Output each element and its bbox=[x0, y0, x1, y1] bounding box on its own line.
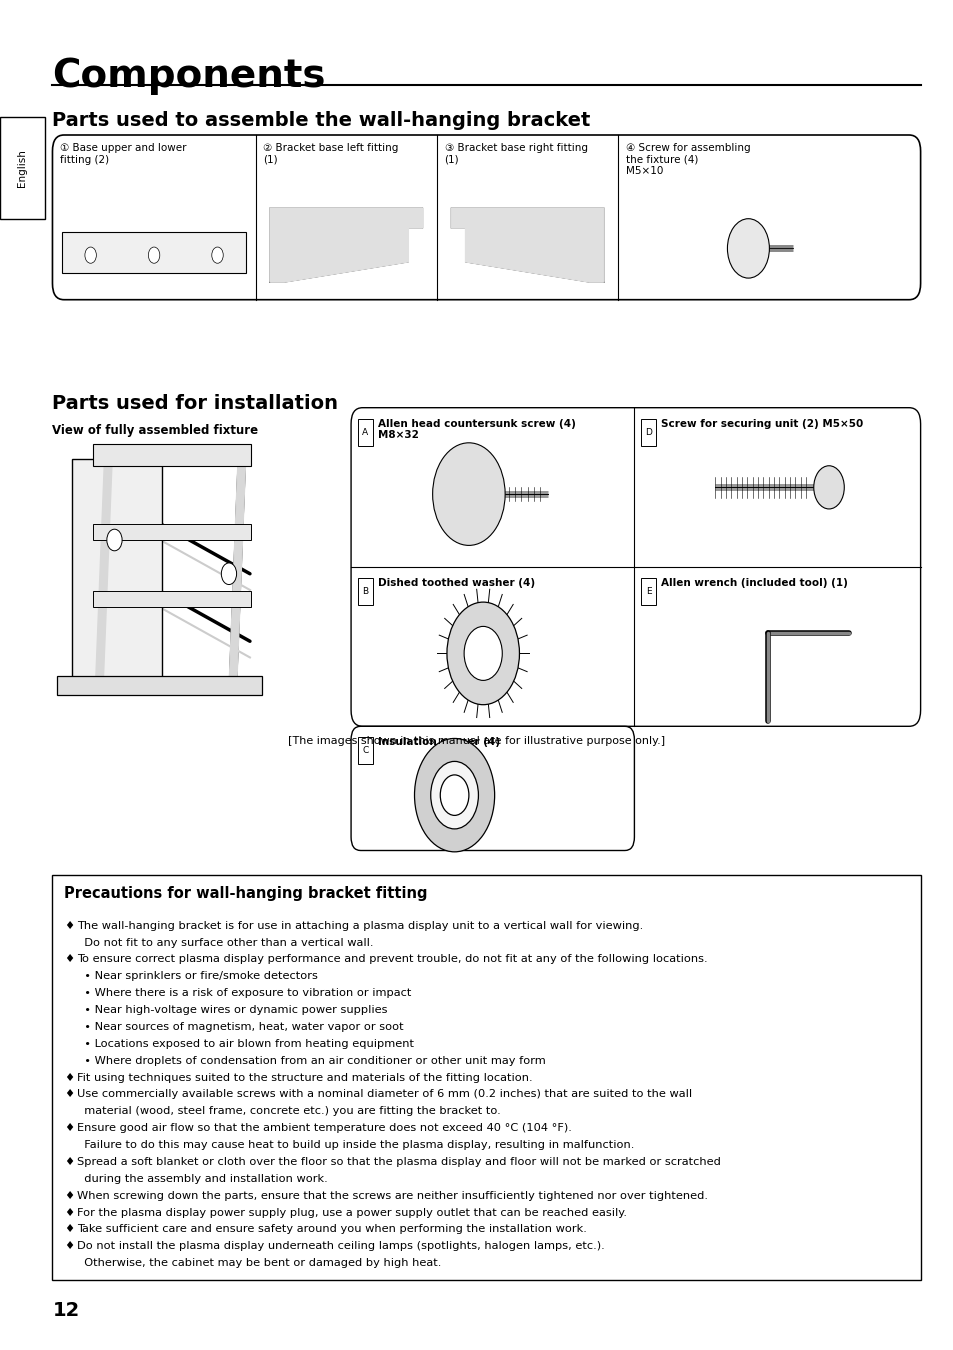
Circle shape bbox=[414, 738, 494, 852]
Text: Screw for securing unit (2) M5×50: Screw for securing unit (2) M5×50 bbox=[660, 418, 862, 428]
Text: Fit using techniques suited to the structure and materials of the fitting locati: Fit using techniques suited to the struc… bbox=[77, 1072, 533, 1083]
Text: Allen head countersunk screw (4)
M8×32: Allen head countersunk screw (4) M8×32 bbox=[377, 418, 575, 440]
Text: • Near high-voltage wires or dynamic power supplies: • Near high-voltage wires or dynamic pow… bbox=[77, 1004, 387, 1015]
Text: Parts used for installation: Parts used for installation bbox=[52, 394, 338, 413]
Polygon shape bbox=[95, 448, 112, 688]
Text: ① Base upper and lower
fitting (2): ① Base upper and lower fitting (2) bbox=[60, 143, 187, 165]
Bar bbox=[62, 232, 246, 273]
Text: Do not fit to any surface other than a vertical wall.: Do not fit to any surface other than a v… bbox=[77, 938, 374, 948]
Text: ♦: ♦ bbox=[64, 1157, 74, 1166]
Text: Dished toothed washer (4): Dished toothed washer (4) bbox=[377, 578, 535, 587]
Text: • Locations exposed to air blown from heating equipment: • Locations exposed to air blown from he… bbox=[77, 1040, 414, 1049]
Circle shape bbox=[221, 563, 236, 585]
Text: Ensure good air flow so that the ambient temperature does not exceed 40 °C (104 : Ensure good air flow so that the ambient… bbox=[77, 1123, 572, 1133]
Bar bbox=[357, 737, 373, 764]
Text: [The images shown in this manual are for illustrative purpose only.]: [The images shown in this manual are for… bbox=[288, 736, 665, 745]
Polygon shape bbox=[451, 208, 603, 282]
Text: Use commercially available screws with a nominal diameter of 6 mm (0.2 inches) t: Use commercially available screws with a… bbox=[77, 1089, 692, 1099]
Text: • Where there is a risk of exposure to vibration or impact: • Where there is a risk of exposure to v… bbox=[77, 988, 411, 998]
Circle shape bbox=[212, 247, 223, 263]
Text: Spread a soft blanket or cloth over the floor so that the plasma display and flo: Spread a soft blanket or cloth over the … bbox=[77, 1157, 720, 1166]
Text: ♦: ♦ bbox=[64, 954, 74, 964]
Circle shape bbox=[446, 602, 518, 705]
Text: B: B bbox=[362, 587, 368, 595]
Text: D: D bbox=[644, 428, 652, 436]
Circle shape bbox=[439, 775, 468, 815]
FancyBboxPatch shape bbox=[351, 726, 634, 850]
Circle shape bbox=[430, 761, 477, 829]
Circle shape bbox=[107, 529, 122, 551]
Text: ♦: ♦ bbox=[64, 1224, 74, 1234]
Text: English: English bbox=[17, 148, 28, 188]
Text: C: C bbox=[362, 747, 368, 755]
Text: E: E bbox=[645, 587, 651, 595]
Bar bbox=[93, 524, 251, 540]
Text: View of fully assembled fixture: View of fully assembled fixture bbox=[52, 424, 258, 437]
Text: ③ Bracket base right fitting
(1): ③ Bracket base right fitting (1) bbox=[444, 143, 587, 165]
Text: Take sufficient care and ensure safety around you when performing the installati: Take sufficient care and ensure safety a… bbox=[77, 1224, 586, 1234]
Circle shape bbox=[463, 626, 501, 680]
Polygon shape bbox=[229, 448, 246, 688]
Bar bbox=[71, 459, 162, 682]
Text: during the assembly and installation work.: during the assembly and installation wor… bbox=[77, 1174, 328, 1184]
Bar bbox=[93, 591, 251, 608]
Text: Otherwise, the cabinet may be bent or damaged by high heat.: Otherwise, the cabinet may be bent or da… bbox=[77, 1258, 441, 1268]
Text: ♦: ♦ bbox=[64, 1208, 74, 1218]
Circle shape bbox=[432, 443, 505, 545]
Text: ♦: ♦ bbox=[64, 1242, 74, 1251]
FancyBboxPatch shape bbox=[52, 135, 920, 300]
Text: The wall-hanging bracket is for use in attaching a plasma display unit to a vert: The wall-hanging bracket is for use in a… bbox=[77, 921, 643, 930]
Bar bbox=[93, 444, 251, 466]
Text: A: A bbox=[362, 428, 368, 436]
Text: Failure to do this may cause heat to build up inside the plasma display, resulti: Failure to do this may cause heat to bui… bbox=[77, 1139, 634, 1150]
Polygon shape bbox=[270, 208, 422, 282]
Text: Precautions for wall-hanging bracket fitting: Precautions for wall-hanging bracket fit… bbox=[64, 886, 427, 900]
Bar bbox=[357, 418, 373, 446]
Circle shape bbox=[85, 247, 96, 263]
Text: ♦: ♦ bbox=[64, 1123, 74, 1133]
Text: • Near sprinklers or fire/smoke detectors: • Near sprinklers or fire/smoke detector… bbox=[77, 972, 317, 981]
Text: ♦: ♦ bbox=[64, 1089, 74, 1099]
Text: ♦: ♦ bbox=[64, 921, 74, 930]
Text: ② Bracket base left fitting
(1): ② Bracket base left fitting (1) bbox=[263, 143, 398, 165]
Text: ♦: ♦ bbox=[64, 1191, 74, 1200]
Bar bbox=[357, 578, 373, 605]
Text: Allen wrench (included tool) (1): Allen wrench (included tool) (1) bbox=[660, 578, 847, 587]
Text: When screwing down the parts, ensure that the screws are neither insufficiently : When screwing down the parts, ensure tha… bbox=[77, 1191, 707, 1200]
Text: ♦: ♦ bbox=[64, 1072, 74, 1083]
Bar bbox=[52, 875, 920, 1280]
Text: • Near sources of magnetism, heat, water vapor or soot: • Near sources of magnetism, heat, water… bbox=[77, 1022, 403, 1031]
FancyBboxPatch shape bbox=[351, 408, 920, 726]
Circle shape bbox=[813, 466, 843, 509]
Text: 12: 12 bbox=[52, 1301, 80, 1320]
Text: Insulation spacer (4): Insulation spacer (4) bbox=[377, 737, 499, 747]
Bar bbox=[0, 117, 45, 219]
Bar bbox=[640, 418, 656, 446]
Bar bbox=[57, 676, 262, 695]
Circle shape bbox=[149, 247, 159, 263]
Text: Parts used to assemble the wall-hanging bracket: Parts used to assemble the wall-hanging … bbox=[52, 111, 590, 130]
Text: For the plasma display power supply plug, use a power supply outlet that can be : For the plasma display power supply plug… bbox=[77, 1208, 627, 1218]
Circle shape bbox=[726, 219, 768, 278]
Text: Do not install the plasma display underneath ceiling lamps (spotlights, halogen : Do not install the plasma display undern… bbox=[77, 1242, 604, 1251]
Text: To ensure correct plasma display performance and prevent trouble, do not fit at : To ensure correct plasma display perform… bbox=[77, 954, 707, 964]
Text: Components: Components bbox=[52, 57, 326, 94]
Text: material (wood, steel frame, concrete etc.) you are fitting the bracket to.: material (wood, steel frame, concrete et… bbox=[77, 1107, 500, 1116]
Bar bbox=[640, 578, 656, 605]
Text: • Where droplets of condensation from an air conditioner or other unit may form: • Where droplets of condensation from an… bbox=[77, 1056, 545, 1065]
Text: ④ Screw for assembling
the fixture (4)
M5×10: ④ Screw for assembling the fixture (4) M… bbox=[625, 143, 750, 177]
